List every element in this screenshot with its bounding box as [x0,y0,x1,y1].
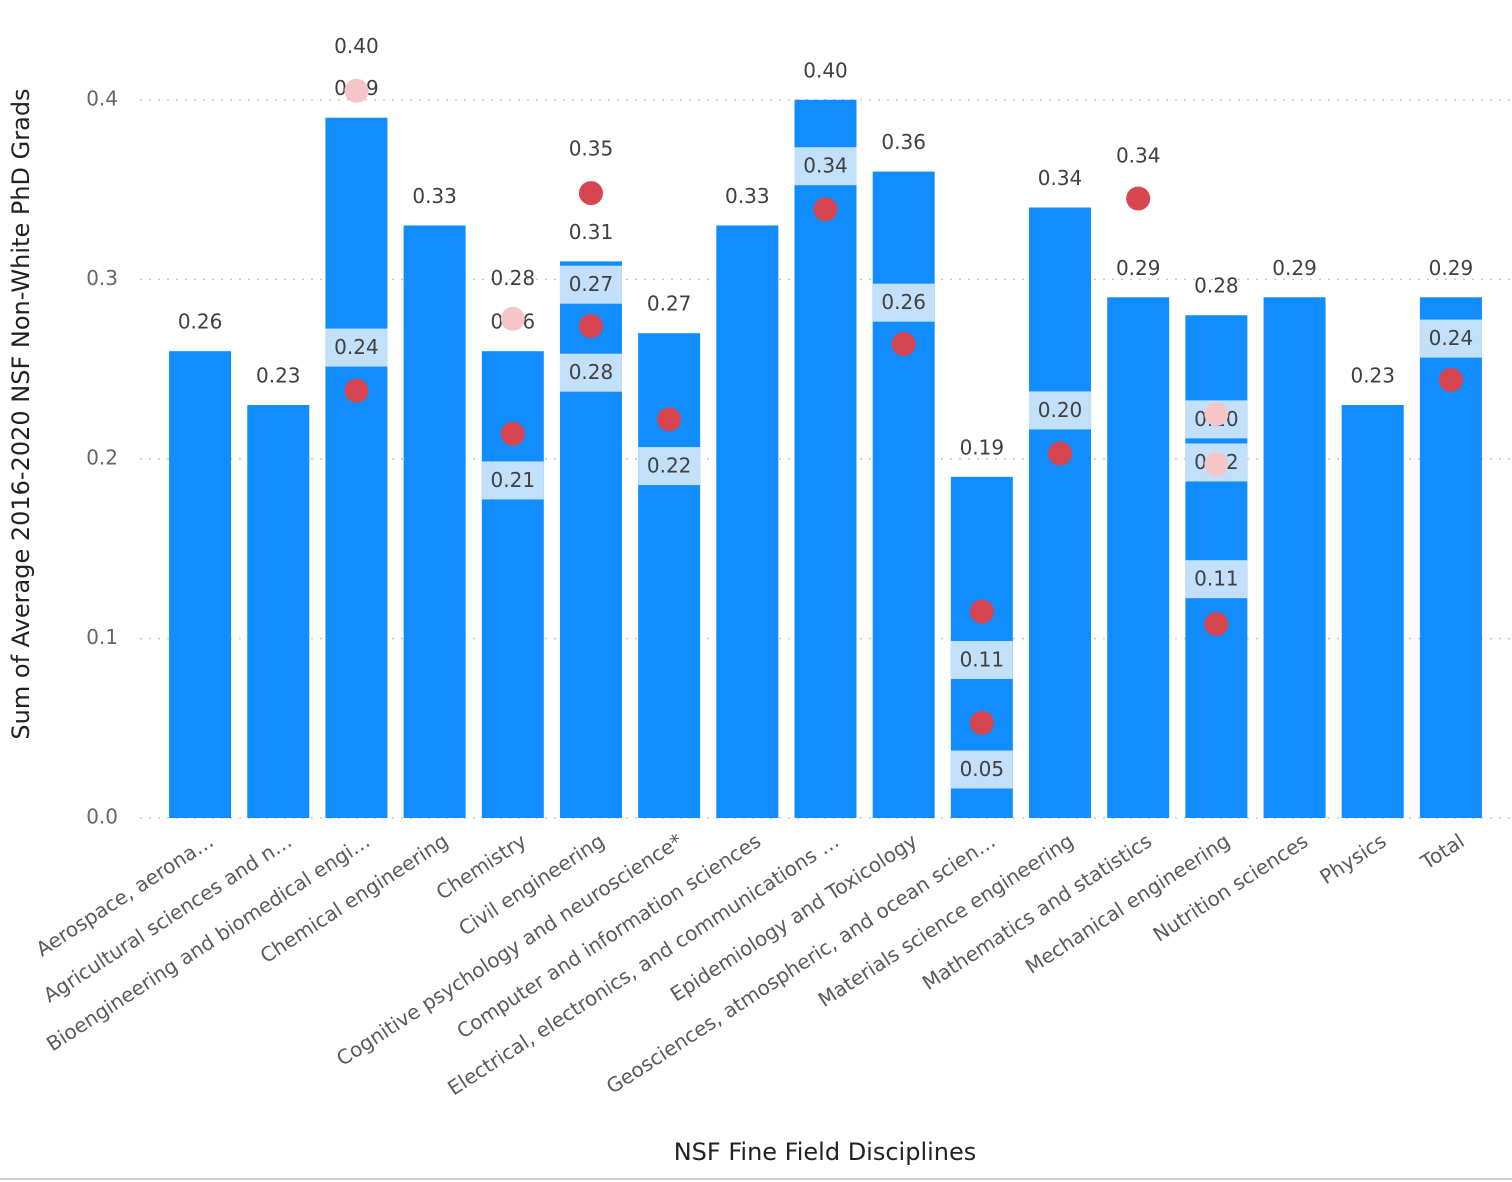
label-band [1029,391,1092,430]
bar [247,405,310,818]
y-tick-label: 0.3 [86,266,118,290]
label-band [1419,319,1482,358]
value-label: 0.23 [256,364,301,388]
value-label: 0.36 [881,130,926,154]
floating-label: 0.34 [1116,144,1161,168]
x-axis-title: NSF Fine Field Disciplines [674,1138,977,1166]
label-band [1185,560,1248,599]
y-tick-label: 0.1 [86,625,118,649]
value-label: 0.29 [1272,256,1317,280]
dot [1204,612,1229,637]
dot [1204,402,1229,426]
label-band [950,750,1013,789]
bar [1029,207,1092,818]
value-label: 0.33 [412,184,457,208]
bar [481,351,544,818]
value-label: 0.33 [725,184,770,208]
band-label: 0.20 [1038,398,1083,422]
y-tick-label: 0.0 [86,805,118,829]
band-label: 0.22 [647,454,692,478]
bar [872,171,935,819]
bar [169,351,232,818]
dot [657,407,682,432]
dot [344,78,369,103]
value-label: 0.27 [647,292,692,316]
bar [1341,405,1404,818]
label-band [794,147,857,186]
label-band [950,640,1013,679]
dot [1204,452,1229,477]
x-tick-label: Physics [1315,829,1390,889]
dot [891,331,916,356]
value-label: 0.31 [569,220,614,244]
dot [344,378,369,403]
dot [500,306,525,331]
value-label: 0.29 [1116,256,1161,280]
dot [578,181,603,206]
band-label: 0.27 [569,272,614,296]
y-tick-label: 0.2 [86,445,118,469]
x-tick-label: Bioengineering and biomedical engi… [42,829,374,1056]
label-band [638,447,701,486]
value-label: 0.26 [178,310,223,334]
label-band [559,265,622,304]
label-band [559,353,622,392]
y-tick-label: 0.4 [86,86,118,110]
bar [1263,297,1326,818]
bar [403,225,466,818]
value-label: 0.23 [1350,364,1395,388]
dot [578,314,603,339]
band-label: 0.34 [803,154,848,178]
bar [1107,297,1170,818]
band-label: 0.26 [881,290,926,314]
band-label: 0.21 [491,468,536,492]
band-label: 0.24 [1429,326,1474,350]
bar [559,261,622,818]
value-label: 0.28 [1194,274,1239,298]
value-label: 0.40 [803,58,848,82]
label-band [872,283,935,322]
dot [1126,186,1151,211]
dot [1438,367,1463,392]
band-label: 0.05 [960,757,1005,781]
y-axis-title: Sum of Average 2016-2020 NSF Non-White P… [7,88,35,739]
bar [716,225,779,818]
label-band [481,461,544,500]
label-band [325,328,388,367]
floating-label: 0.28 [491,266,536,290]
dot [500,421,525,446]
band-label: 0.11 [960,647,1005,671]
dot [1048,441,1073,466]
band-label: 0.11 [1194,567,1239,591]
band-label: 0.24 [334,335,379,359]
bar [638,333,701,818]
floating-label: 0.35 [569,137,614,161]
bar [325,117,388,818]
floating-label: 0.40 [334,34,379,58]
value-label: 0.34 [1038,166,1083,190]
dot [969,710,994,735]
value-label: 0.19 [960,435,1005,459]
dot [969,599,994,624]
x-tick-label: Total [1416,829,1469,875]
band-label: 0.28 [569,360,614,384]
value-label: 0.29 [1429,256,1474,280]
dot [813,197,838,222]
